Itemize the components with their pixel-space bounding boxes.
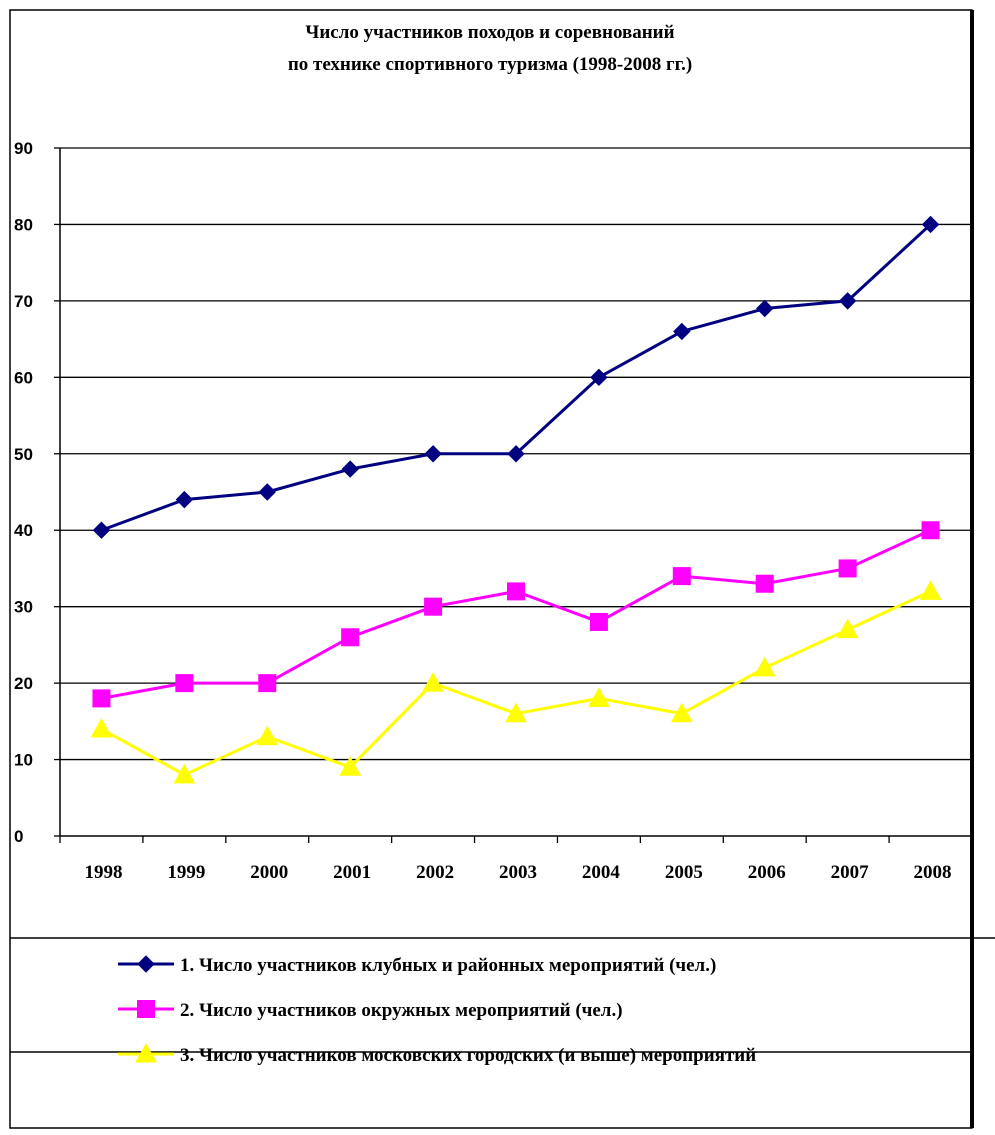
series-1-point	[673, 322, 691, 341]
legend-marker-3	[135, 1042, 157, 1063]
y-tick-label: 70	[14, 292, 33, 311]
y-tick-label: 30	[14, 598, 33, 617]
x-tick-label: 1998	[84, 862, 122, 883]
series-2-point	[258, 674, 277, 693]
series-1-point	[341, 460, 359, 478]
series-3-point	[422, 672, 444, 692]
x-tick-label: 2005	[665, 862, 703, 883]
series-1-point	[424, 445, 442, 463]
legend-label-1: 1. Число участников клубных и районных м…	[180, 955, 716, 976]
legend: 1. Число участников клубных и районных м…	[118, 955, 756, 1066]
x-tick-label: 1999	[167, 862, 205, 883]
series-2-point	[755, 574, 774, 593]
y-tick-label: 10	[14, 751, 33, 770]
series-3-point	[919, 580, 942, 600]
x-tick-label: 2003	[499, 862, 537, 883]
series-2-point	[921, 521, 940, 540]
x-tick-label: 2000	[250, 862, 288, 883]
series-1-point	[921, 215, 940, 234]
chart-title-line-2: по технике спортивного туризма (1998-200…	[288, 54, 692, 75]
x-tick-label: 2002	[416, 862, 454, 883]
legend-marker-2	[137, 1000, 155, 1018]
series-1-point	[92, 521, 111, 539]
y-tick-label: 50	[14, 445, 33, 464]
series-3-point	[505, 702, 527, 723]
chart-frame	[9, 9, 973, 1129]
y-tick-label: 40	[14, 521, 33, 540]
x-tick-label: 2008	[914, 862, 952, 883]
x-tick-label: 2001	[333, 862, 371, 883]
chart-title-line-1: Число участников походов и соревнований	[305, 22, 674, 43]
series-3-point	[339, 756, 362, 776]
series-3-point	[90, 717, 113, 738]
plot-area: 0 10 20 30 40 50 60 70 80 90 1998 1999 2000 2001 2002 2…	[14, 139, 973, 883]
series-2-point	[424, 597, 443, 616]
x-tick-label: 2006	[748, 862, 786, 883]
y-tick-label: 90	[14, 139, 33, 158]
series-3-point	[670, 702, 693, 723]
series-2-point	[507, 582, 525, 601]
series-2-point	[92, 689, 111, 708]
series-1-point	[756, 299, 774, 318]
y-tick-label: 60	[14, 368, 33, 387]
series-1-point	[590, 368, 608, 387]
y-tick-label: 20	[14, 674, 33, 693]
series-3-point	[588, 687, 610, 707]
series-2-point	[341, 628, 360, 647]
series-1-point	[838, 292, 857, 310]
series-3-point	[173, 763, 196, 784]
series-1-point	[175, 490, 194, 509]
legend-label-3: 3. Число участников московских городских…	[180, 1045, 756, 1066]
y-tick-label: 0	[14, 827, 23, 846]
series-2-point	[589, 612, 608, 631]
series-2-point	[175, 674, 194, 693]
legend-marker-1	[137, 955, 155, 973]
x-tick-label: 2007	[831, 862, 870, 883]
series-3-point	[256, 725, 279, 746]
series-1-point	[258, 483, 276, 501]
x-tick-label: 2004	[582, 862, 621, 883]
series-2-point	[838, 559, 857, 578]
series-3-point	[753, 656, 776, 677]
series-2-point	[672, 567, 691, 586]
series-1-point	[507, 445, 525, 463]
series-3-point	[836, 618, 859, 639]
y-tick-label: 80	[14, 215, 33, 234]
legend-label-2: 2. Число участников окружных мероприятий…	[180, 1000, 623, 1021]
